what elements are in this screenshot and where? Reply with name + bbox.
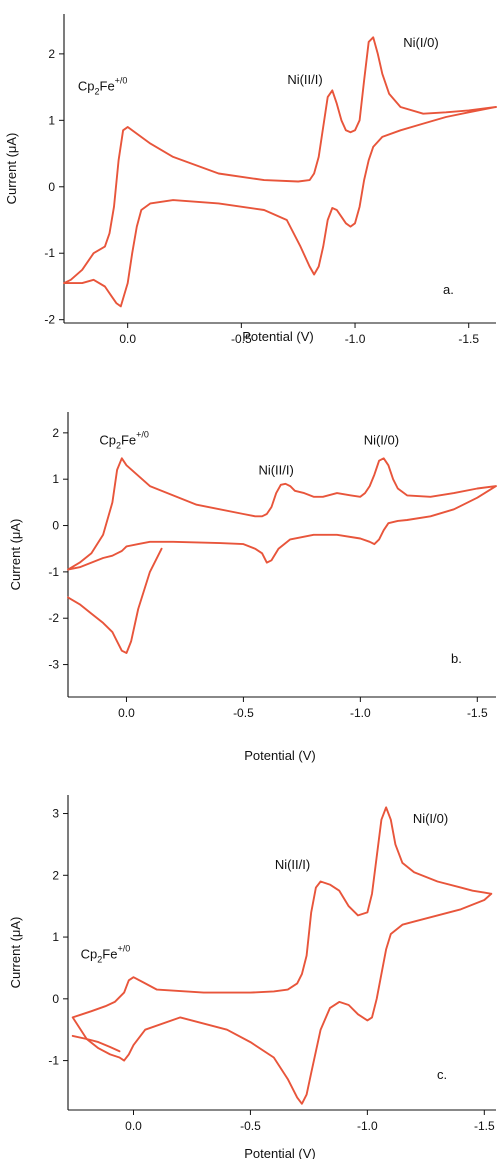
voltammogram-trace <box>63 36 497 308</box>
x-tick-label: -0.5 <box>240 1119 261 1133</box>
y-tick-label: 3 <box>52 807 59 821</box>
nickel-peak-label: Ni(I/0) <box>364 432 399 447</box>
y-tick-label: 0 <box>52 992 59 1006</box>
y-tick-label: 2 <box>52 868 59 882</box>
x-tick-label: -1.5 <box>474 1119 495 1133</box>
nickel-peak-label: Ni(II/I) <box>275 857 310 872</box>
nickel-peak-label: Ni(I/0) <box>413 811 448 826</box>
x-tick-label: 0.0 <box>125 1119 142 1133</box>
y-tick-label: -1 <box>48 565 59 579</box>
x-tick-label: 0.0 <box>118 706 135 720</box>
ferrocene-peak-label: Cp2Fe+/0 <box>99 429 149 450</box>
y-tick-label: -3 <box>48 658 59 672</box>
x-tick-label: 0.0 <box>119 332 136 346</box>
annotation-text: Fe <box>102 947 117 962</box>
annotation-superscript: +/0 <box>136 429 149 439</box>
annotation-text: Fe <box>121 432 136 447</box>
x-tick-label: -1.0 <box>350 706 371 720</box>
y-tick-label: 1 <box>48 113 55 127</box>
panel-label: a. <box>443 282 454 297</box>
y-tick-label: 0 <box>52 519 59 533</box>
annotation-text: Fe <box>100 78 115 93</box>
x-axis-label: Potential (V) <box>244 1146 316 1159</box>
x-tick-label: -0.5 <box>233 706 254 720</box>
annotation-subscript: 2 <box>116 440 121 450</box>
y-tick-label: -2 <box>44 313 55 327</box>
y-axis-label: Current (μA) <box>8 917 23 989</box>
y-tick-label: 1 <box>52 930 59 944</box>
nickel-peak-label: Ni(II/I) <box>287 72 322 87</box>
y-tick-label: -1 <box>44 246 55 260</box>
y-tick-label: 2 <box>52 426 59 440</box>
x-tick-label: -1.0 <box>357 1119 378 1133</box>
y-tick-label: 1 <box>52 472 59 486</box>
annotation-superscript: +/0 <box>117 944 130 954</box>
y-tick-label: -2 <box>48 611 59 625</box>
annotation-text: Cp <box>78 78 95 93</box>
panel-label: b. <box>451 651 462 666</box>
x-tick-label: -1.5 <box>467 706 488 720</box>
chart-panel-a: -2 -1 0 1 2 0.0 -0.5 -1.0 -1.5 Potential (V) Curre… <box>4 14 497 346</box>
y-tick-label: -1 <box>48 1054 59 1068</box>
y-tick-label: 2 <box>48 47 55 61</box>
annotation-superscript: +/0 <box>115 75 128 85</box>
x-tick-label: -0.5 <box>231 332 252 346</box>
annotation-subscript: 2 <box>97 955 102 965</box>
y-axis-label: Current (μA) <box>4 133 19 205</box>
nickel-peak-label: Ni(II/I) <box>258 463 293 478</box>
panel-label: c. <box>437 1067 447 1082</box>
annotation-text: Cp <box>81 947 98 962</box>
voltammogram-trace <box>71 806 493 1105</box>
chart-panel-c: -1 0 1 2 3 0.0 -0.5 -1.0 -1.5 Potential (V) Curren… <box>8 795 496 1159</box>
voltammogram-trace <box>71 1034 121 1053</box>
voltammogram-trace <box>67 547 163 654</box>
annotation-subscript: 2 <box>94 86 99 96</box>
chart-panel-b: -3 -2 -1 0 1 2 0.0 -0.5 -1.0 -1.5 Potential (V) Cur… <box>8 412 497 763</box>
ferrocene-peak-label: Cp2Fe+/0 <box>78 75 128 96</box>
x-tick-label: -1.5 <box>458 332 479 346</box>
y-tick-label: 0 <box>48 180 55 194</box>
nickel-peak-label: Ni(I/0) <box>403 35 438 50</box>
x-axis-label: Potential (V) <box>244 748 316 763</box>
x-axis-label: Potential (V) <box>242 329 314 344</box>
y-axis-label: Current (μA) <box>8 519 23 591</box>
ferrocene-peak-label: Cp2Fe+/0 <box>81 944 131 965</box>
x-tick-label: -1.0 <box>345 332 366 346</box>
voltammogram-trace <box>67 457 497 571</box>
annotation-text: Cp <box>99 432 116 447</box>
